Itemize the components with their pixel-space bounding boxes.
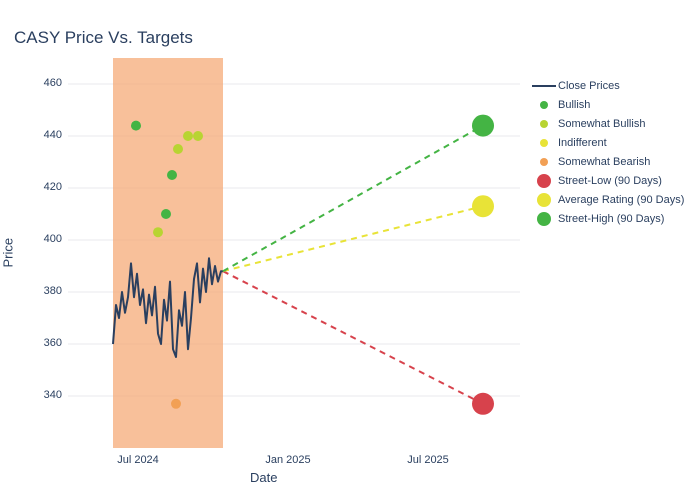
x-tick: Jan 2025 xyxy=(253,454,323,466)
y-tick: 400 xyxy=(32,233,62,245)
y-tick: 360 xyxy=(32,337,62,349)
legend-item: Street-Low (90 Days) xyxy=(530,171,684,190)
legend-dot-icon xyxy=(530,136,558,150)
legend-item: Somewhat Bullish xyxy=(530,114,684,133)
legend-item: Close Prices xyxy=(530,76,684,95)
legend-dot-icon xyxy=(530,117,558,131)
legend-label: Average Rating (90 Days) xyxy=(558,194,684,206)
legend-item: Bullish xyxy=(530,95,684,114)
legend-dot-icon xyxy=(530,174,558,188)
legend-dot-icon xyxy=(530,98,558,112)
legend-label: Indifferent xyxy=(558,137,607,149)
legend-label: Close Prices xyxy=(558,80,620,92)
x-axis-label: Date xyxy=(250,470,277,485)
legend: Close Prices Bullish Somewhat Bullish Indif… xyxy=(530,76,684,228)
legend-item: Somewhat Bearish xyxy=(530,152,684,171)
x-tick: Jul 2025 xyxy=(393,454,463,466)
x-tick: Jul 2024 xyxy=(103,454,173,466)
legend-label: Somewhat Bearish xyxy=(558,156,650,168)
plot-svg xyxy=(68,58,520,448)
y-axis-label: Price xyxy=(1,238,16,268)
legend-item: Indifferent xyxy=(530,133,684,152)
y-tick: 440 xyxy=(32,129,62,141)
legend-dot-icon xyxy=(530,193,558,207)
chart-container: CASY Price Vs. Targets Price Date 340360… xyxy=(0,0,700,500)
legend-item: Street-High (90 Days) xyxy=(530,209,684,228)
y-tick: 420 xyxy=(32,181,62,193)
legend-label: Street-Low (90 Days) xyxy=(558,175,662,187)
y-tick: 340 xyxy=(32,389,62,401)
y-tick: 380 xyxy=(32,285,62,297)
chart-title: CASY Price Vs. Targets xyxy=(14,28,193,48)
legend-dot-icon xyxy=(530,155,558,169)
legend-label: Street-High (90 Days) xyxy=(558,213,664,225)
legend-line-icon xyxy=(530,79,558,93)
legend-item: Average Rating (90 Days) xyxy=(530,190,684,209)
legend-label: Bullish xyxy=(558,99,590,111)
legend-dot-icon xyxy=(530,212,558,226)
y-tick: 460 xyxy=(32,77,62,89)
legend-label: Somewhat Bullish xyxy=(558,118,645,130)
plot-area: 340360380400420440460 Jul 2024Jan 2025Ju… xyxy=(68,58,520,448)
